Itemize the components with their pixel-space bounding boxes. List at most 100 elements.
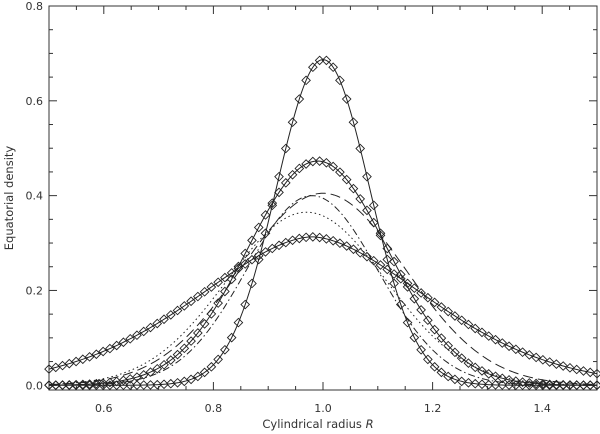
data-point [125, 380, 136, 391]
data-point [355, 143, 366, 154]
data-point [551, 359, 562, 369]
series-line [48, 211, 598, 386]
data-point [314, 156, 325, 166]
data-point [450, 347, 460, 358]
data-point [558, 379, 569, 390]
data-point [308, 232, 318, 242]
data-point [402, 317, 413, 328]
data-point [145, 380, 156, 390]
data-point [504, 375, 514, 385]
data-point [172, 305, 183, 316]
data-point [348, 117, 359, 128]
data-point [159, 314, 169, 325]
data-point [159, 359, 169, 370]
x-tick-label: 1.4 [533, 402, 551, 415]
x-axis-title: Cylindrical radius R [262, 417, 373, 431]
data-point [199, 286, 210, 297]
data-point [368, 255, 379, 266]
data-point [91, 349, 102, 360]
data-point [220, 286, 230, 297]
data-point [165, 310, 176, 320]
data-point [125, 333, 136, 344]
data-point [172, 349, 183, 360]
series-layer [44, 55, 600, 391]
data-point [463, 377, 474, 388]
data-point [544, 357, 555, 367]
x-tick-label: 0.6 [95, 402, 113, 415]
data-point [321, 55, 332, 66]
data-point [186, 336, 196, 346]
data-point [389, 278, 399, 289]
data-point [368, 200, 379, 211]
data-point [423, 315, 433, 326]
data-point [483, 369, 494, 379]
data-point [193, 328, 203, 338]
data-point [274, 187, 284, 198]
data-point [531, 352, 541, 363]
data-point [240, 259, 251, 269]
data-point [538, 354, 548, 365]
data-point [267, 243, 278, 254]
data-point [348, 183, 359, 194]
data-point [504, 341, 514, 352]
data-point [44, 380, 54, 390]
data-point [98, 346, 108, 357]
data-point [247, 254, 257, 265]
data-point [585, 367, 596, 378]
data-point [578, 366, 589, 376]
data-point [463, 319, 474, 330]
axis-ticks [48, 5, 598, 390]
data-point [226, 268, 237, 278]
data-point [267, 198, 278, 209]
data-point [247, 278, 257, 289]
data-point [321, 157, 332, 168]
data-point [193, 371, 203, 382]
data-point [253, 222, 264, 233]
data-point [335, 238, 345, 249]
data-point [335, 75, 345, 86]
data-point [335, 167, 345, 177]
data-point [409, 283, 420, 294]
data-point [213, 277, 223, 288]
data-point [314, 232, 325, 243]
y-tick-label: 0.8 [26, 0, 44, 13]
data-point [551, 379, 562, 390]
data-point [483, 379, 494, 390]
data-point [152, 363, 163, 374]
data-point [301, 159, 311, 169]
data-point [328, 62, 338, 73]
data-point [84, 352, 95, 362]
data-point [565, 362, 575, 373]
data-point [226, 332, 237, 343]
data-point [477, 366, 487, 376]
y-tick-label: 0.4 [26, 190, 44, 203]
data-point [423, 354, 433, 365]
data-point [483, 331, 494, 341]
data-point [132, 330, 142, 341]
data-point [409, 293, 420, 304]
data-point [328, 161, 338, 172]
data-point [490, 334, 501, 345]
data-point [179, 301, 190, 311]
data-point [152, 318, 163, 329]
x-tick-label: 1.2 [424, 402, 442, 415]
data-point [240, 248, 251, 259]
data-point [118, 337, 129, 348]
data-point [341, 94, 352, 104]
data-point [429, 324, 440, 335]
data-point [193, 291, 203, 302]
data-point [274, 171, 284, 182]
data-point [389, 269, 399, 279]
x-tick-label: 1.0 [314, 402, 332, 415]
data-point [362, 251, 372, 262]
data-point [260, 247, 271, 257]
data-point [274, 240, 284, 251]
data-point [280, 177, 291, 188]
data-point [450, 374, 460, 385]
data-point [199, 367, 210, 378]
data-point [233, 317, 244, 328]
data-point [260, 210, 271, 220]
series-line [48, 195, 597, 386]
data-point [470, 378, 481, 389]
data-point [213, 298, 223, 308]
